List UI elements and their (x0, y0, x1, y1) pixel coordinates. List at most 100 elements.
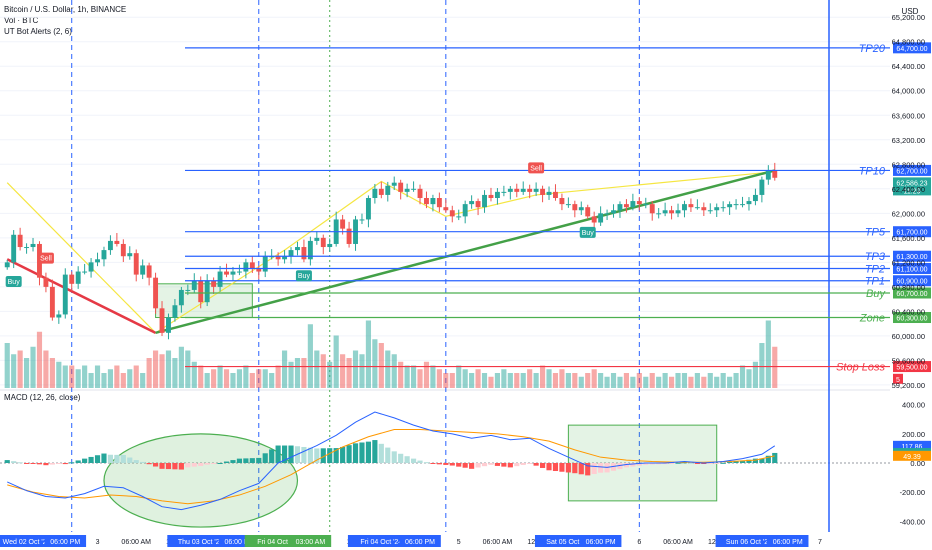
candle (540, 185, 546, 203)
macd-histogram-bar (430, 463, 436, 464)
volume-bar (17, 350, 23, 388)
candle (604, 209, 610, 221)
candle-body (75, 271, 81, 284)
candle (365, 195, 371, 228)
volume-bar (82, 365, 88, 388)
macd-histogram-bar (488, 463, 494, 465)
volume-bar (101, 373, 107, 388)
volume-bar (43, 350, 49, 388)
macd-histogram-bar (262, 453, 268, 463)
candle (56, 310, 62, 324)
candle (733, 199, 739, 210)
volume-bar (475, 369, 481, 388)
macd-histogram-bar (378, 443, 384, 463)
candle-body (166, 317, 171, 333)
macd-value-text: 49.39 (903, 454, 921, 461)
time-tick-label: 06:00 PM (586, 539, 616, 546)
volume-bar (585, 373, 591, 388)
macd-histogram-bar (94, 455, 101, 463)
macd-histogram-bar (720, 462, 726, 464)
macd-pane (4, 411, 778, 528)
macd-histogram-bar (675, 462, 681, 464)
time-tick-label: Fri 04 Oct '24 (257, 539, 299, 546)
macd-histogram-bar (623, 463, 630, 468)
macd-histogram-bar (417, 460, 423, 463)
session-separators (71, 0, 830, 532)
volume-bar (746, 369, 752, 388)
candle (727, 201, 733, 215)
volume-bar (288, 361, 294, 388)
volume-bar (739, 365, 746, 388)
candle-body (617, 204, 623, 211)
volume-bar (256, 369, 262, 388)
volume-bar (469, 373, 475, 388)
candle-body (636, 201, 642, 205)
price-tick-label: 64,000.00 (892, 87, 925, 96)
sell-signal: Sell (528, 162, 545, 174)
volume-bar (662, 373, 668, 388)
candle-body (391, 182, 397, 186)
candle (746, 197, 752, 211)
macd-tick-label: 0.00 (910, 459, 925, 468)
level-tp10: TP10 62,700.00 (185, 164, 931, 177)
symbol-title[interactable]: Bitcoin / U.S. Dollar, 1h, BINANCE (4, 5, 127, 14)
volume-indicator-label[interactable]: Vol · BTC (4, 16, 39, 25)
candle (327, 238, 333, 252)
candle (120, 239, 126, 262)
candle (391, 176, 397, 191)
candle-body (288, 250, 294, 257)
candle-body (501, 191, 507, 193)
volume-bar (49, 358, 55, 388)
candle (669, 205, 675, 220)
candle (759, 176, 765, 203)
candle (527, 184, 533, 199)
volume-bar (269, 373, 275, 388)
level-tp5: TP5 61,700.00 (185, 226, 931, 239)
macd-histogram-bar (617, 463, 623, 470)
candle-body (688, 204, 694, 208)
candle-body (424, 198, 429, 205)
candle (482, 190, 487, 213)
volume-bar (417, 369, 423, 388)
candle (430, 194, 436, 212)
candle-body (565, 204, 571, 206)
macd-histogram-bar (56, 463, 62, 464)
candle-body (11, 234, 17, 263)
currency-label[interactable]: USD (902, 7, 919, 16)
candle (133, 249, 139, 282)
candle (75, 266, 81, 289)
candle (578, 201, 584, 215)
macd-histogram-bar (514, 463, 520, 467)
candle-body (314, 237, 320, 241)
macd-histogram-bar (178, 463, 184, 470)
macd-histogram-bar (107, 454, 114, 463)
level-price-text: 64,700.00 (896, 46, 927, 53)
macd-indicator-label[interactable]: MACD (12, 26, close) (4, 393, 81, 402)
macd-histogram-bar (365, 441, 372, 463)
macd-histogram-bar (191, 463, 197, 467)
candle-body (585, 207, 591, 217)
volume-bar (565, 373, 571, 388)
macd-histogram-bar (217, 463, 223, 464)
time-label-highlight (399, 535, 441, 547)
macd-histogram-bar (759, 458, 765, 463)
macd-histogram-bar (340, 446, 346, 463)
candle-body (643, 204, 649, 206)
candle-body (443, 207, 449, 211)
macd-histogram-bar (49, 463, 55, 465)
macd-histogram-bar (288, 445, 294, 463)
level-label: TP3 (865, 251, 886, 263)
macd-signal-line (7, 429, 775, 505)
volume-bar (159, 354, 165, 388)
signal-label: Sell (530, 165, 542, 172)
time-label-highlight (715, 535, 783, 547)
candle-body (307, 240, 313, 260)
volume-bar (765, 320, 771, 388)
price-tick-label: 61,600.00 (892, 234, 925, 243)
ut-bot-indicator-label[interactable]: UT Bot Alerts (2, 6) (4, 27, 72, 36)
candle (424, 191, 429, 209)
candle-body (669, 210, 675, 214)
candle-body (346, 228, 352, 244)
candle-body (591, 216, 597, 223)
